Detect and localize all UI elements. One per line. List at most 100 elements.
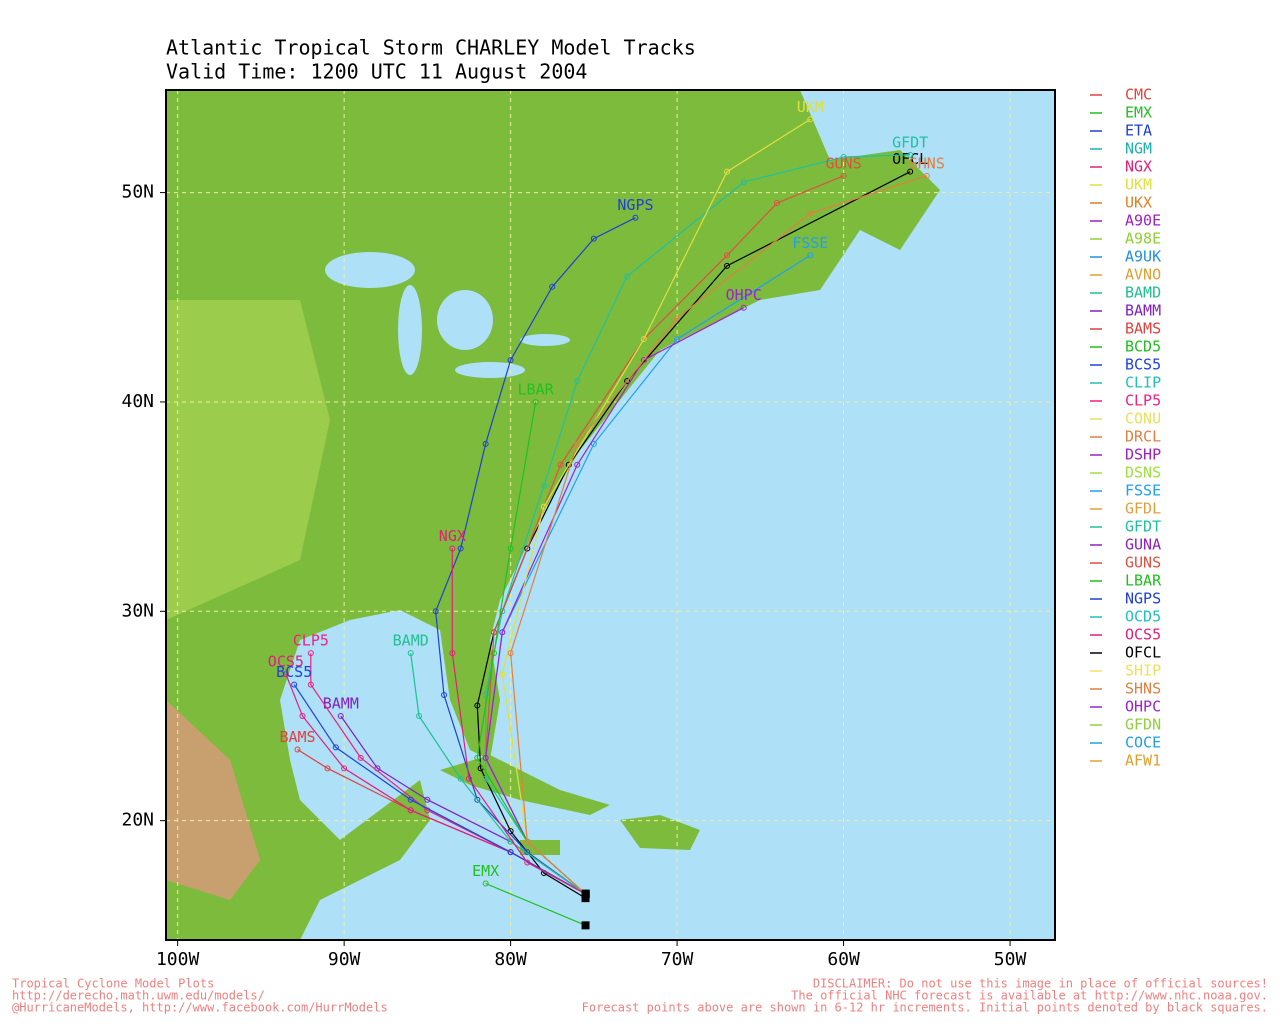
track-point	[574, 440, 581, 447]
track-point	[590, 440, 597, 447]
legend-label: DRCL	[1125, 428, 1161, 446]
track-label: CLP5	[293, 632, 329, 650]
track-point	[532, 398, 539, 405]
track-point	[807, 210, 814, 217]
track	[485, 882, 586, 926]
track-point	[407, 650, 414, 657]
initial-point	[581, 889, 590, 898]
legend-label: BAMM	[1125, 302, 1161, 320]
track-point	[565, 461, 572, 468]
track-label: EMX	[472, 862, 499, 880]
track-point	[674, 315, 681, 322]
track-label: BAMS	[279, 728, 315, 746]
track-label: BCS5	[276, 663, 312, 681]
track-point	[465, 775, 472, 782]
y-tick-label: 30N	[121, 600, 154, 621]
legend-label: COCE	[1125, 734, 1161, 752]
track-point	[840, 172, 847, 179]
legend-label: EMX	[1125, 104, 1152, 122]
legend-label: DSHP	[1125, 446, 1161, 464]
track-point	[840, 153, 847, 160]
track-point	[507, 849, 514, 856]
title: Atlantic Tropical Storm CHARLEY Model Tr…	[166, 36, 696, 60]
track-point	[337, 712, 344, 719]
subtitle: Valid Time: 1200 UTC 11 August 2004	[166, 60, 587, 84]
track-point	[907, 151, 914, 158]
track-point	[482, 440, 489, 447]
track-point	[282, 671, 289, 678]
legend-label: BCS5	[1125, 356, 1161, 374]
track-point	[407, 796, 414, 803]
track-label: NGX	[439, 527, 466, 545]
legend-label: CLP5	[1125, 392, 1161, 410]
legend-label: GFDL	[1125, 500, 1161, 518]
track-label: SHNS	[909, 154, 945, 172]
track-point	[640, 357, 647, 364]
track-point	[482, 754, 489, 761]
legend-label: A90E	[1125, 212, 1161, 230]
track-point	[332, 744, 339, 751]
track-label: OCS5	[268, 653, 304, 671]
track-point	[574, 378, 581, 385]
initial-point	[581, 921, 590, 930]
legend-label: NGPS	[1125, 590, 1161, 608]
track-point	[740, 304, 747, 311]
footer-left: Tropical Cyclone Model Plots	[12, 977, 214, 991]
track	[293, 684, 586, 895]
x-tick-label: 50W	[994, 949, 1027, 970]
track-point	[324, 765, 331, 772]
legend-label: BAMD	[1125, 284, 1161, 302]
legend-label: CLIP	[1125, 374, 1161, 392]
track-point	[507, 650, 514, 657]
track-label: GUNS	[826, 154, 862, 172]
plot-frame	[165, 89, 1056, 941]
track-point	[632, 214, 639, 221]
footer-right: DISCLAIMER: Do not use this image in pla…	[813, 977, 1268, 991]
track-point	[482, 775, 489, 782]
track-point	[540, 482, 547, 489]
track-label: BAMD	[393, 632, 429, 650]
legend-label: OHPC	[1125, 698, 1161, 716]
legend-label: NGX	[1125, 158, 1152, 176]
track-point	[724, 252, 731, 259]
track-point	[499, 671, 506, 678]
track-point	[524, 859, 531, 866]
footer-left: http://derecho.math.uwm.edu/models/	[12, 989, 265, 1003]
track-point	[432, 608, 439, 615]
track-label: GFDT	[892, 133, 928, 151]
legend-label: SHNS	[1125, 680, 1161, 698]
track-point	[474, 754, 481, 761]
track-point	[416, 712, 423, 719]
track-point	[624, 378, 631, 385]
track-point	[490, 650, 497, 657]
track-point	[294, 746, 301, 753]
footer: Tropical Cyclone Model Plotshttp://derec…	[12, 977, 1268, 1015]
footer-right: The official NHC forecast is available a…	[791, 989, 1268, 1003]
track-point	[524, 545, 531, 552]
legend-label: ETA	[1125, 122, 1152, 140]
legend-label: CMC	[1125, 86, 1152, 104]
legend-label: OCD5	[1125, 608, 1161, 626]
track	[435, 217, 636, 895]
track-label: NGPS	[617, 196, 653, 214]
track-point	[740, 179, 747, 186]
legend-label: CONU	[1125, 410, 1161, 428]
track-point	[307, 650, 314, 657]
track-point	[474, 702, 481, 709]
legend-label: NGM	[1125, 140, 1152, 158]
legend-label: LBAR	[1125, 572, 1162, 590]
legend-label: AFW1	[1125, 752, 1161, 770]
track-point	[807, 116, 814, 123]
track-point	[549, 283, 556, 290]
track-label: LBAR	[518, 380, 555, 398]
track	[451, 548, 586, 895]
track-point	[482, 692, 489, 699]
legend-label: UKM	[1125, 176, 1152, 194]
legend-label: UKX	[1125, 194, 1152, 212]
track-label: BAMM	[323, 694, 359, 712]
legend-label: OFCL	[1125, 644, 1161, 662]
footer-left: @HurricaneModels, http://www.facebook.co…	[12, 1001, 388, 1015]
track-point	[507, 357, 514, 364]
plot: OFCLNGPSGFDTGUNSFSSEOHPCLBARBAMMBAMSCLP5…	[166, 90, 1055, 940]
track-point	[407, 807, 414, 814]
